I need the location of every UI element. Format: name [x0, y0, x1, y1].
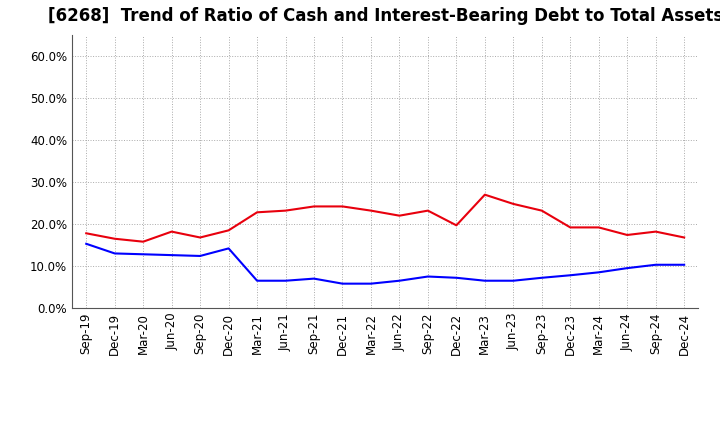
Interest-Bearing Debt	[623, 265, 631, 271]
Cash	[509, 201, 518, 206]
Cash	[196, 235, 204, 240]
Interest-Bearing Debt	[595, 270, 603, 275]
Interest-Bearing Debt	[652, 262, 660, 268]
Cash	[282, 208, 290, 213]
Cash	[82, 231, 91, 236]
Title: [6268]  Trend of Ratio of Cash and Interest-Bearing Debt to Total Assets: [6268] Trend of Ratio of Cash and Intere…	[48, 7, 720, 26]
Interest-Bearing Debt	[680, 262, 688, 268]
Cash	[537, 208, 546, 213]
Line: Interest-Bearing Debt: Interest-Bearing Debt	[86, 244, 684, 284]
Interest-Bearing Debt	[566, 273, 575, 278]
Interest-Bearing Debt	[310, 276, 318, 281]
Cash	[253, 210, 261, 215]
Interest-Bearing Debt	[338, 281, 347, 286]
Interest-Bearing Debt	[395, 278, 404, 283]
Interest-Bearing Debt	[423, 274, 432, 279]
Cash	[566, 225, 575, 230]
Cash	[680, 235, 688, 240]
Cash	[395, 213, 404, 218]
Interest-Bearing Debt	[282, 278, 290, 283]
Interest-Bearing Debt	[82, 241, 91, 246]
Interest-Bearing Debt	[366, 281, 375, 286]
Cash	[652, 229, 660, 234]
Cash	[623, 232, 631, 238]
Cash	[595, 225, 603, 230]
Interest-Bearing Debt	[167, 253, 176, 258]
Cash	[366, 208, 375, 213]
Cash	[310, 204, 318, 209]
Cash	[423, 208, 432, 213]
Interest-Bearing Debt	[480, 278, 489, 283]
Cash	[225, 228, 233, 233]
Cash	[452, 223, 461, 228]
Interest-Bearing Debt	[452, 275, 461, 280]
Interest-Bearing Debt	[253, 278, 261, 283]
Cash	[338, 204, 347, 209]
Interest-Bearing Debt	[139, 252, 148, 257]
Interest-Bearing Debt	[509, 278, 518, 283]
Interest-Bearing Debt	[196, 253, 204, 259]
Cash	[139, 239, 148, 244]
Line: Cash: Cash	[86, 194, 684, 242]
Interest-Bearing Debt	[110, 251, 119, 256]
Cash	[480, 192, 489, 197]
Interest-Bearing Debt	[537, 275, 546, 280]
Interest-Bearing Debt	[225, 246, 233, 251]
Cash	[110, 236, 119, 242]
Cash	[167, 229, 176, 234]
